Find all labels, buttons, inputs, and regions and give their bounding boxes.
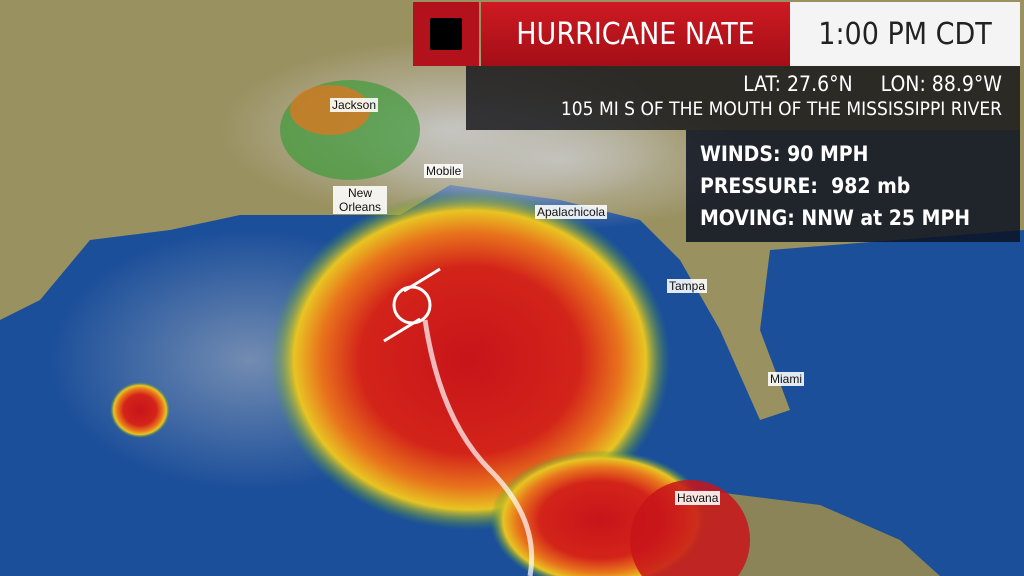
city-label: Apalachicola [535,205,608,219]
winds: WINDS: 90 MPH [700,142,869,166]
longitude: LON: 88.9°W [880,72,1002,96]
city-label: Havana [675,491,721,505]
city-label: Miami [768,372,804,386]
stop-square-icon [430,18,462,50]
movement: MOVING: NNW at 25 MPH [700,206,971,230]
storm-title: HURRICANE NATE [481,2,790,66]
stop-badge [413,2,479,66]
storm-stats-panel: WINDS: 90 MPH PRESSURE: 982 mb MOVING: N… [686,130,1020,242]
city-label: New Orleans [333,186,387,214]
timestamp: 1:00 PM CDT [790,2,1020,66]
location-panel: LAT: 27.6°N LON: 88.9°W 105 MI S OF THE M… [466,66,1020,130]
storm-track-line [422,319,535,576]
location-description: 105 MI S OF THE MOUTH OF THE MISSISSIPPI… [560,98,1002,120]
city-label: Tampa [667,279,708,293]
city-label: Mobile [424,164,464,178]
hurricane-symbol-icon [383,267,441,343]
pressure: PRESSURE: 982 mb [700,174,911,198]
latitude: LAT: 27.6°N [743,72,853,96]
city-label: Jackson [330,98,379,112]
